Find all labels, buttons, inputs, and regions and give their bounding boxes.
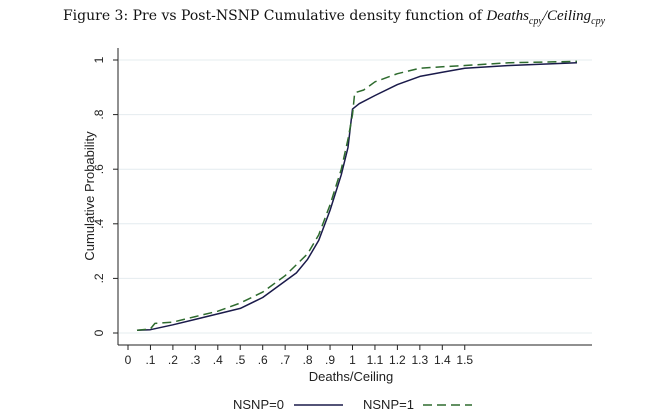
- legend-label-nsnp1: NSNP=1: [363, 397, 414, 412]
- x-tick-label-7: .7: [280, 353, 290, 367]
- x-tick-label-6: .6: [258, 353, 268, 367]
- title-math-main-1: Deaths: [486, 8, 529, 24]
- title-math-sub-1: cpy: [528, 16, 543, 27]
- y-tick-label-1: .2: [92, 273, 106, 283]
- x-tick-label-4: .4: [213, 353, 223, 367]
- y-tick-label-0: 0: [92, 329, 106, 336]
- series-line-nsnp1: [136, 60, 578, 332]
- figure-title-prefix: Figure 3: Pre vs Post-NSNP Cumulative de…: [62, 8, 487, 24]
- x-tick-label-10: 1: [349, 353, 356, 367]
- x-tick-label-2: .2: [168, 353, 178, 367]
- x-tick-label-13: 1.3: [412, 353, 429, 367]
- y-axis-label: Cumulative Probability: [82, 131, 97, 261]
- series-lines: [136, 60, 578, 332]
- y-tick-label-2: .4: [92, 218, 106, 228]
- x-axis-ticks: 0 .1 .2 .3 .4 .5 .6 .7 .8 .9 1 1.1 1.2 1.3 1.4 1.5: [125, 345, 473, 367]
- series-line-nsnp0: [136, 61, 578, 332]
- x-tick-label-9: .9: [325, 353, 335, 367]
- x-tick-label-8: .8: [303, 353, 313, 367]
- x-tick-label-12: 1.2: [389, 353, 406, 367]
- y-tick-label-4: .8: [92, 109, 106, 119]
- y-axis-ticks: 0 .2 .4 .6 .8 1: [92, 56, 118, 336]
- figure-title: Figure 3: Pre vs Post-NSNP Cumulative de…: [0, 8, 668, 27]
- plot-frame: [117, 48, 592, 346]
- x-tick-label-15: 1.5: [456, 353, 473, 367]
- y-tick-label-3: .6: [92, 164, 106, 174]
- title-math-separator: /: [542, 8, 547, 24]
- legend-label-nsnp0: NSNP=0: [233, 397, 284, 412]
- x-tick-label-0: 0: [125, 353, 132, 367]
- x-axis-label: Deaths/Ceiling: [309, 369, 394, 384]
- title-math-sub-2: cpy: [591, 16, 606, 27]
- title-math-numerator: Deathscpy/Ceilingcpy: [486, 8, 606, 27]
- y-tick-label-5: 1: [92, 56, 106, 63]
- x-tick-label-3: .3: [190, 353, 200, 367]
- title-math-main-2: Ceiling: [546, 8, 592, 24]
- x-tick-label-11: 1.1: [367, 353, 384, 367]
- x-tick-label-1: .1: [145, 353, 155, 367]
- grid-lines: [119, 59, 592, 334]
- legend: NSNP=0 NSNP=1: [233, 397, 472, 412]
- x-tick-label-5: .5: [235, 353, 245, 367]
- x-tick-label-14: 1.4: [434, 353, 451, 367]
